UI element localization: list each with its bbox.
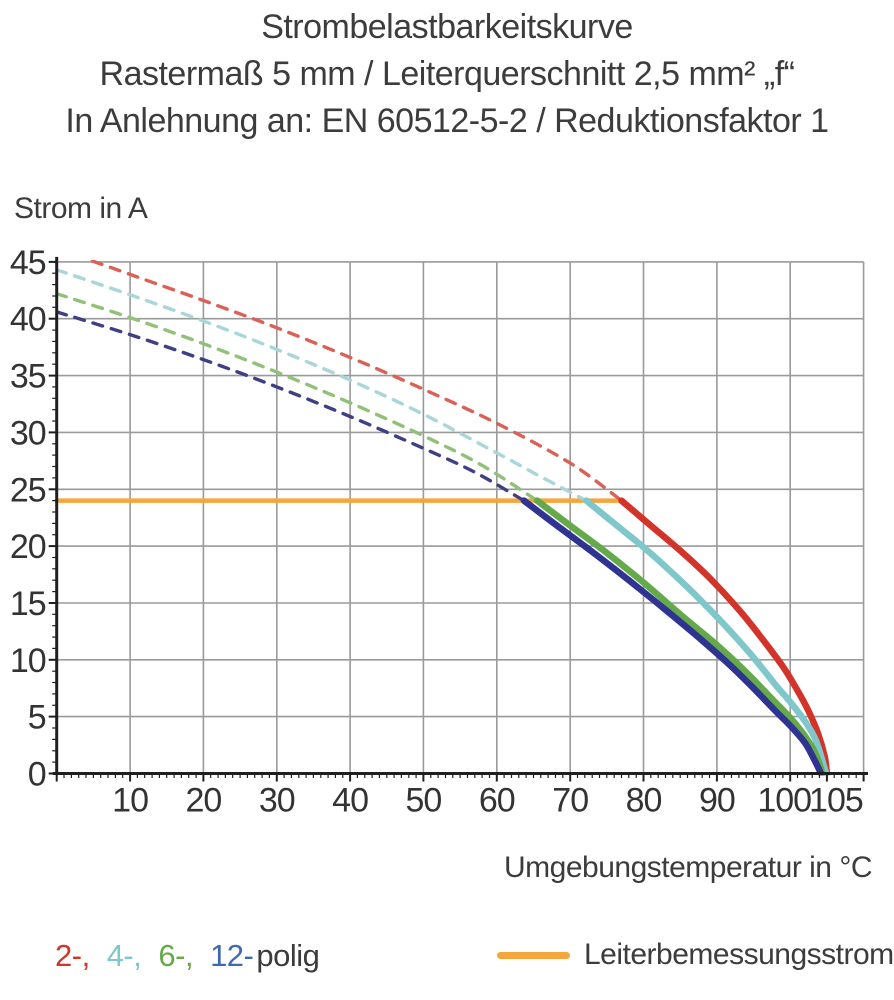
chart-title: Strombelastbarkeitskurve Rastermaß 5 mm …	[0, 4, 894, 145]
y-axis-label: Strom in A	[14, 192, 148, 225]
x-tick-label: 105	[809, 782, 863, 820]
y-tick-label: 40	[10, 301, 46, 339]
curve-dashed-4-polig	[56, 268, 588, 503]
y-tick-label: 5	[28, 699, 46, 737]
x-tick-label: 60	[479, 782, 515, 820]
gridlines	[56, 261, 865, 774]
y-tick-label: 15	[10, 585, 46, 623]
y-tick-label: 45	[10, 244, 46, 282]
reference-line-label: Leiterbemessungsstrom	[584, 938, 894, 971]
y-tick-label: 10	[10, 642, 46, 680]
y-tick-label: 20	[10, 528, 46, 566]
x-tick-label: 80	[626, 782, 662, 820]
y-tick-label: 35	[10, 358, 46, 396]
x-tick-label: 10	[112, 782, 148, 820]
curve-dashed-6-polig	[56, 292, 539, 503]
legend-poles: 2-, 4-, 6-, 12- polig	[55, 938, 320, 974]
x-axis-label: Umgebungstemperatur in °C	[503, 851, 873, 884]
legend-item-4: 4-,	[106, 938, 142, 973]
solid-curves	[520, 497, 831, 776]
legend-item-polig: polig	[256, 938, 320, 973]
x-tick-label: 30	[259, 782, 295, 820]
legend-item-12: 12-	[210, 938, 254, 973]
x-tick-label: 40	[332, 782, 368, 820]
curve-solid-12-polig	[520, 497, 825, 776]
y-tick-label: 25	[10, 471, 46, 509]
legend-reference: Leiterbemessungsstrom	[497, 938, 894, 972]
ticks	[48, 260, 865, 782]
title-line-1: Strombelastbarkeitskurve	[261, 8, 633, 46]
legend-item-2: 2-,	[55, 938, 90, 973]
x-tick-label: 70	[552, 782, 588, 820]
x-tick-label: 20	[185, 782, 221, 820]
x-tick-label: 50	[405, 782, 441, 820]
dashed-curves	[56, 259, 624, 503]
curve-solid-6-polig	[533, 497, 826, 776]
title-line-2: Rastermaß 5 mm / Leiterquerschnitt 2,5 m…	[99, 55, 795, 93]
reference-line-swatch	[497, 951, 570, 959]
curve-solid-2-polig	[618, 497, 831, 776]
y-tick-label: 30	[10, 414, 46, 452]
curve-dashed-12-polig	[56, 310, 526, 503]
y-tick-label: 0	[28, 756, 46, 794]
x-tick-label: 100	[757, 782, 811, 820]
legend-item-6: 6-,	[158, 938, 194, 973]
title-line-3: In Anlehnung an: EN 60512-5-2 / Reduktio…	[65, 102, 829, 140]
x-tick-label: 90	[699, 782, 735, 820]
curve-solid-4-polig	[583, 497, 830, 776]
curve-dashed-2-polig	[84, 259, 624, 503]
axes	[52, 256, 868, 775]
